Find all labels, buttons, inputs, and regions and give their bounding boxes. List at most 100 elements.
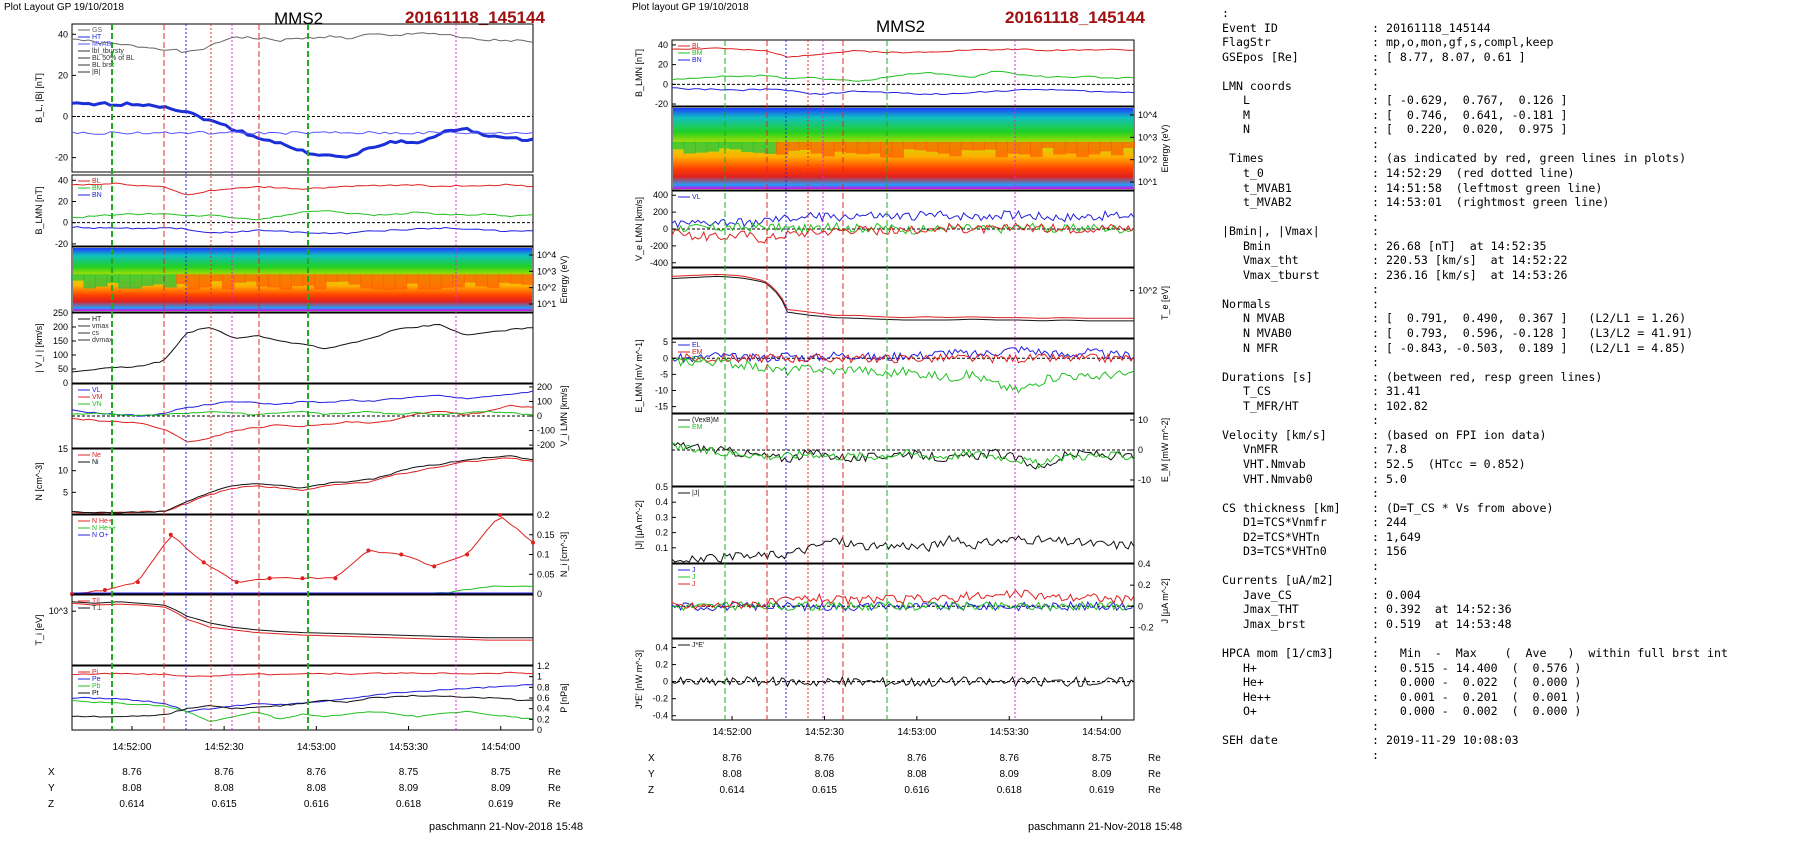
spectrogram-band — [141, 274, 154, 286]
pos-row-label: Z — [648, 785, 654, 796]
axis-label: N [cm^-3] — [34, 462, 44, 500]
plot-panel: 0.5 0.4 0.3 0.2 0.1 |J| [μA m^-2] |J| — [634, 482, 1135, 564]
legend-label: VN — [92, 401, 102, 408]
series-line — [71, 226, 534, 235]
summary-row: : — [1222, 486, 1728, 501]
legend-label: vmax — [92, 323, 109, 330]
pos-value: 0.614 — [720, 785, 745, 796]
series-line — [671, 87, 1135, 96]
tick-label: -200 — [537, 440, 555, 450]
summary-row: t_MVAB2: 14:53:01 (rightmost green line) — [1222, 195, 1728, 210]
tick-label: -15 — [655, 402, 668, 412]
spectrogram-band — [683, 141, 697, 154]
legend-label: BN — [92, 192, 102, 199]
data-point — [201, 560, 206, 565]
pos-value: 8.08 — [815, 769, 835, 780]
tick-label: -5 — [660, 369, 668, 379]
summary-key: D3=TCS*VHTn0 — [1222, 544, 1327, 559]
spectrogram-band — [752, 141, 766, 153]
summary-value: : (as indicated by red, green lines in p… — [1372, 151, 1687, 166]
tick-label: 0.8 — [537, 682, 550, 692]
axis-label: N_i [cm^-3] — [559, 532, 569, 577]
legend-label: BL 50% of BL — [92, 55, 135, 62]
summary-value: : 102.82 — [1372, 398, 1428, 413]
summary-value: : 26.68 [nT] at 14:52:35 — [1372, 238, 1547, 253]
spectrogram-band — [417, 274, 431, 290]
spectrogram-band — [233, 274, 246, 283]
spectrogram-band — [175, 274, 189, 284]
summary-value: : — [1372, 747, 1379, 762]
summary-key: t_0 — [1222, 166, 1264, 181]
tick-label: -0.2 — [652, 694, 668, 704]
summary-value: : 14:53:01 (rightmost green line) — [1372, 195, 1610, 210]
spectrogram-band — [868, 141, 881, 154]
summary-key: N MVAB — [1222, 311, 1285, 326]
summary-row: Jmax_THT: 0.392 at 14:52:36 — [1222, 602, 1728, 617]
summary-key: T_CS — [1222, 384, 1271, 399]
tick-label: 10^1 — [537, 299, 556, 309]
panel-frame — [71, 312, 534, 384]
axis-label: J*E' [nW m^-3] — [634, 650, 644, 709]
series-line — [71, 671, 533, 677]
summary-key: LMN coords — [1222, 78, 1292, 93]
summary-value: : 1,649 — [1372, 529, 1421, 544]
tick-label: 0 — [537, 725, 542, 735]
tick-label: -0.2 — [1138, 622, 1154, 632]
pos-value: 0.619 — [488, 799, 513, 810]
legend-label: VL — [692, 194, 701, 201]
spectrogram-band — [83, 274, 97, 289]
series-line — [72, 585, 534, 594]
pos-value: 8.76 — [307, 767, 327, 778]
legend-label: N He+ — [92, 518, 112, 525]
summary-value: : 5.0 — [1372, 471, 1407, 486]
tick-label: 40 — [58, 29, 68, 39]
series-line — [671, 600, 1135, 612]
pos-value: 0.615 — [212, 799, 237, 810]
summary-row: |Bmin|, |Vmax|: — [1222, 224, 1728, 239]
data-point — [102, 588, 107, 593]
tick-label: -200 — [650, 241, 668, 251]
legend-label: HT — [92, 34, 102, 41]
spectrogram-band — [1041, 141, 1055, 148]
summary-row: HPCA mom [1/cm3]: Min - Max ( Ave ) with… — [1222, 646, 1728, 661]
pos-value: 8.08 — [122, 783, 142, 794]
spectrogram-band — [787, 141, 801, 151]
time-tick-label: 14:53:00 — [297, 742, 336, 753]
tick-label: 0.2 — [537, 510, 550, 520]
summary-row: N MVAB: [ 0.791, 0.490, 0.367 ] (L2/L1 =… — [1222, 311, 1728, 326]
tick-label: -10 — [655, 385, 668, 395]
summary-key: Currents [uA/m2] — [1222, 573, 1334, 588]
summary-key: t_MVAB1 — [1222, 180, 1292, 195]
tick-label: 0 — [1138, 601, 1143, 611]
summary-key: SEH date — [1222, 733, 1278, 748]
spectrogram-band — [314, 274, 327, 290]
spectrogram-band — [891, 141, 904, 158]
data-point — [498, 513, 503, 517]
series-line — [671, 275, 1134, 322]
plot-panel: 10 0 -10 E_M [mW m^-2] (VexB)MEM — [671, 413, 1170, 487]
legend-label: J*E' — [692, 642, 704, 649]
event-title: 20161118_145144 — [1005, 8, 1145, 27]
summary-value: : 156 — [1372, 544, 1407, 559]
legend-label: Pb — [92, 683, 101, 690]
summary-row: He+: 0.000 - 0.022 ( 0.000 ) — [1222, 675, 1728, 690]
time-tick-label: 14:52:30 — [805, 727, 844, 738]
tick-label: 0 — [537, 411, 542, 421]
series-line — [671, 70, 1135, 82]
summary-key: O+ — [1222, 704, 1257, 719]
summary-row: VnMFR: 7.8 — [1222, 442, 1728, 457]
summary-row: FlagStr: mp,o,mon,gf,s,compl,keep — [1222, 35, 1728, 50]
panel-frame — [671, 563, 1135, 639]
legend-label: BL — [692, 43, 701, 50]
tick-label: 0.5 — [655, 482, 668, 492]
time-tick-label: 14:54:00 — [481, 742, 520, 753]
summary-value: : 20161118_145144 — [1372, 20, 1491, 35]
spectrogram-band — [509, 274, 523, 284]
spectrogram-band — [198, 274, 212, 288]
spectrogram-band — [937, 141, 951, 154]
spectrogram-band — [95, 274, 108, 287]
series-line — [671, 209, 1135, 229]
